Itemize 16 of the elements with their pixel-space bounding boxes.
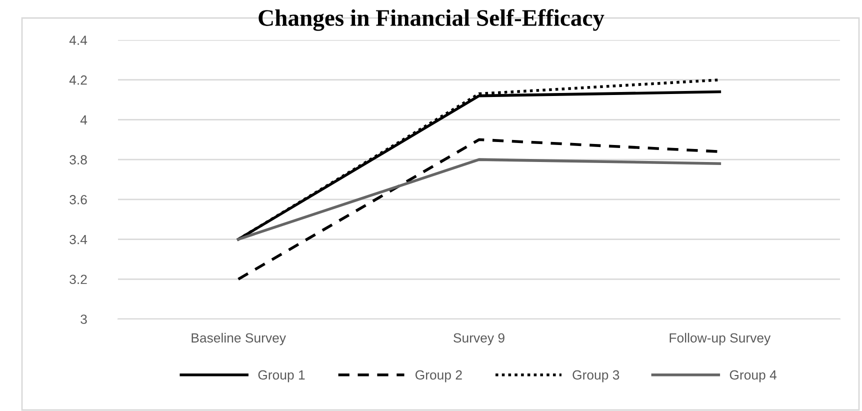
legend-label: Group 2 bbox=[416, 370, 462, 382]
x-tick-label: Survey 9 bbox=[454, 333, 504, 346]
x-tick-label: Baseline Survey bbox=[192, 332, 286, 346]
y-tick-label: 3.8 bbox=[70, 155, 87, 164]
legend-label: Group 4 bbox=[730, 370, 776, 382]
legend-label: Group 1 bbox=[258, 370, 305, 382]
legend-label: Group 3 bbox=[572, 370, 620, 382]
x-tick-label: Follow-up Survey bbox=[670, 332, 771, 346]
y-tick-label: 3.4 bbox=[70, 234, 88, 244]
y-tick-label: 4.2 bbox=[69, 75, 87, 85]
y-tick-label: 3.2 bbox=[70, 274, 87, 284]
chart-title: Changes in Financial Self-Efficacy bbox=[258, 9, 604, 31]
y-tick-label: 4.4 bbox=[69, 36, 88, 45]
y-tick-label: 4 bbox=[80, 115, 88, 124]
y-tick-label: 3.6 bbox=[70, 194, 87, 204]
y-tick-label: 3 bbox=[80, 314, 87, 324]
